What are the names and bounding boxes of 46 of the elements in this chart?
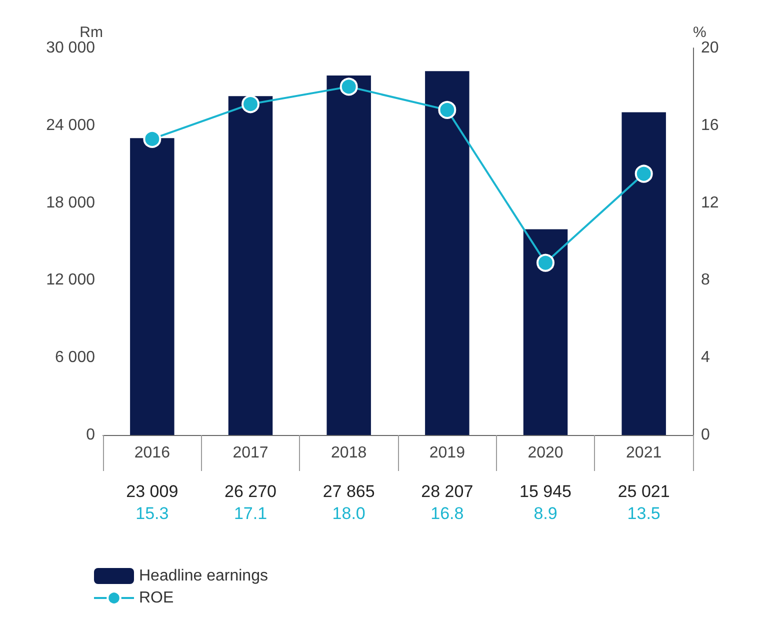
x-tick-label: 2020 bbox=[528, 444, 564, 462]
y-tick-label: 6 000 bbox=[54, 349, 96, 366]
bar bbox=[130, 138, 174, 435]
legend-label: Headline earnings bbox=[139, 568, 268, 584]
point bbox=[340, 78, 358, 96]
y2-tick-label: 12 bbox=[701, 194, 719, 212]
data-label: 27 865 bbox=[322, 482, 375, 501]
data-label: 25 021 bbox=[618, 482, 670, 501]
data-label: 13.5 bbox=[627, 504, 660, 523]
x-tick-label: 2019 bbox=[429, 444, 466, 462]
data-label: 23 009 bbox=[126, 482, 178, 501]
x-tick-label: 2018 bbox=[331, 444, 367, 462]
legend-label: ROE bbox=[139, 590, 174, 606]
point bbox=[438, 100, 456, 119]
y2-axis-title: % bbox=[693, 24, 706, 41]
y-tick-label: 30 000 bbox=[46, 40, 96, 56]
bar bbox=[326, 76, 371, 435]
data-label: 15.3 bbox=[136, 504, 169, 523]
y-tick-label: 24 000 bbox=[46, 116, 96, 134]
y-axis-title: Rm bbox=[80, 24, 103, 41]
y2-tick-label: 8 bbox=[701, 272, 710, 289]
y2-tick-label: 4 bbox=[701, 349, 710, 366]
bar bbox=[622, 112, 666, 435]
y2-tick-label: 20 bbox=[701, 40, 719, 56]
x-tick-label: 2016 bbox=[134, 444, 170, 462]
point bbox=[536, 254, 554, 272]
y-tick-label: 12 000 bbox=[46, 272, 96, 289]
point bbox=[143, 130, 162, 148]
bar bbox=[425, 71, 470, 435]
point bbox=[634, 164, 653, 183]
point bbox=[242, 95, 260, 114]
data-label: 18.0 bbox=[332, 504, 366, 523]
bar bbox=[523, 229, 568, 435]
y-tick-label: 0 bbox=[86, 426, 96, 444]
data-label: 26 270 bbox=[224, 482, 276, 501]
data-label: 17.1 bbox=[234, 504, 268, 523]
bar bbox=[228, 96, 273, 435]
x-tick-label: 2021 bbox=[626, 444, 662, 462]
data-label: 15 945 bbox=[520, 482, 572, 501]
data-label: 16.8 bbox=[430, 504, 464, 523]
data-label: 8.9 bbox=[534, 504, 558, 523]
y2-tick-label: 0 bbox=[701, 426, 710, 444]
x-tick-label: 2017 bbox=[232, 444, 268, 462]
y2-tick-label: 16 bbox=[701, 116, 719, 134]
y-tick-label: 18 000 bbox=[46, 194, 96, 212]
data-label: 28 207 bbox=[421, 482, 474, 501]
